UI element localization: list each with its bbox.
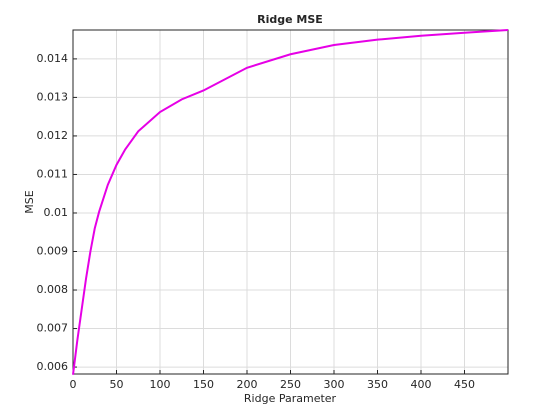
x-tick-label: 0: [70, 378, 77, 391]
x-tick-label: 400: [411, 378, 432, 391]
chart-title: Ridge MSE: [257, 13, 323, 26]
x-tick-label: 250: [280, 378, 301, 391]
plot-frame: [72, 29, 509, 375]
y-tick-label: 0.006: [37, 360, 69, 373]
y-tick-label: 0.008: [37, 283, 69, 296]
y-tick-label: 0.014: [37, 52, 69, 65]
x-tick-label: 100: [150, 378, 171, 391]
x-axis-label: Ridge Parameter: [244, 392, 337, 405]
y-tick-label: 0.01: [44, 206, 69, 219]
x-tick-label: 200: [237, 378, 258, 391]
y-tick-label: 0.012: [37, 129, 69, 142]
y-tick-label: 0.011: [37, 167, 69, 180]
x-tick-label: 300: [324, 378, 345, 391]
y-tick-label: 0.009: [37, 245, 69, 258]
x-tick-label: 150: [193, 378, 214, 391]
x-tick-label: 450: [454, 378, 475, 391]
y-tick-label: 0.007: [37, 322, 69, 335]
data-line: [72, 29, 509, 375]
x-tick-label: 350: [367, 378, 388, 391]
y-tick-label: 0.013: [37, 90, 69, 103]
x-tick-label: 50: [110, 378, 124, 391]
y-axis-label: MSE: [23, 190, 36, 213]
